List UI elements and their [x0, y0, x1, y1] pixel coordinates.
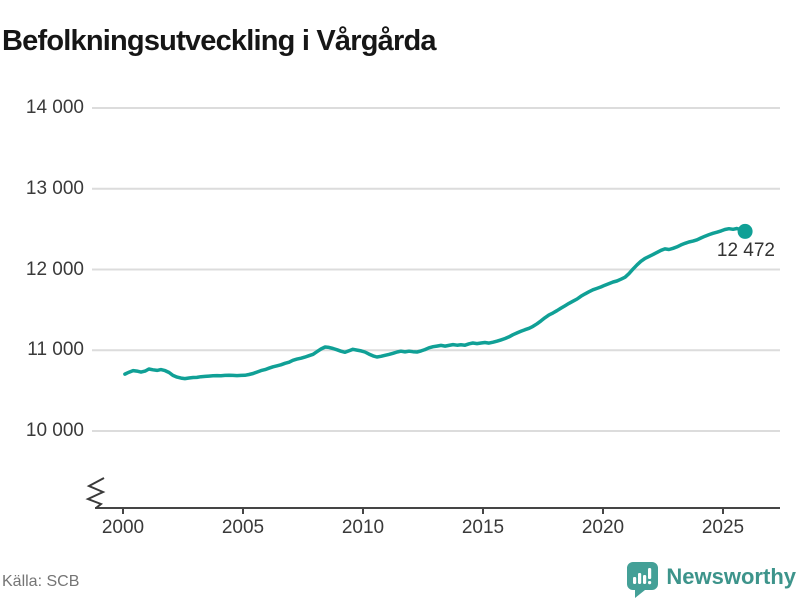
x-tick-label: 2020 [581, 517, 625, 538]
y-tick-label: 14 000 [25, 97, 84, 118]
end-point-marker [737, 223, 753, 239]
page-title: Befolkningsutveckling i Vårgårda [2, 25, 436, 58]
x-tick-label: 2005 [221, 517, 265, 538]
x-tick-label: 2010 [341, 517, 385, 538]
end-value-label: 12 472 [716, 240, 775, 261]
x-tick-label: 2015 [461, 517, 505, 538]
x-tick-label: 2000 [101, 517, 145, 538]
y-tick-label: 10 000 [25, 420, 84, 441]
axis-break-icon [85, 477, 106, 509]
y-tick-label: 12 000 [25, 258, 84, 280]
newsworthy-wordmark: Newsworthy [666, 564, 796, 589]
x-tick-label: 2025 [701, 517, 745, 538]
source-note: Källa: SCB [2, 573, 80, 590]
y-tick-label: 11 000 [27, 339, 84, 361]
newsworthy-bubble-chart-icon [627, 562, 659, 598]
y-tick-label: 13 000 [25, 177, 84, 199]
population-line [123, 226, 747, 381]
newsworthy-logo[interactable]: Newsworthy [626, 561, 796, 598]
